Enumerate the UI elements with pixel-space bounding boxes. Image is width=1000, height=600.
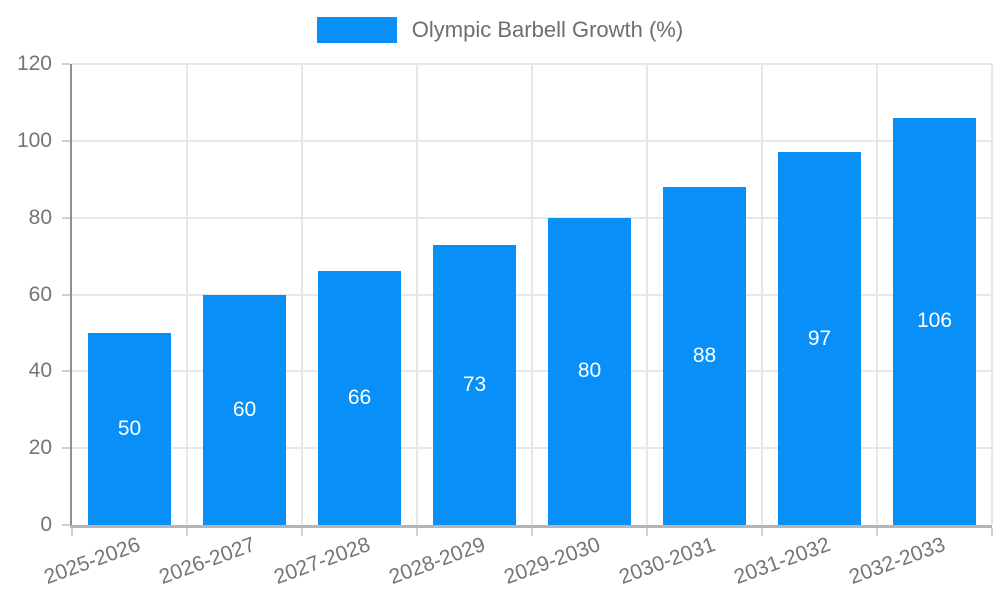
bar-value-label: 97	[807, 326, 832, 350]
gridline-vertical	[991, 64, 993, 525]
x-axis-tick	[531, 528, 533, 536]
y-axis-tick	[62, 139, 70, 142]
bar-2030-2031[interactable]: 88	[663, 186, 746, 525]
y-axis-line	[70, 64, 72, 525]
bar-2027-2028[interactable]: 66	[318, 271, 401, 525]
bar-value-label: 50	[117, 416, 142, 440]
y-axis-tick	[62, 216, 70, 219]
legend-label: Olympic Barbell Growth (%)	[411, 17, 684, 42]
x-axis-tick	[876, 528, 878, 536]
bar-2029-2030[interactable]: 80	[548, 217, 631, 525]
x-axis-line	[70, 525, 992, 528]
gridline-vertical	[531, 64, 533, 525]
x-tick-label: 2027-2028	[271, 533, 374, 589]
bar-value-label: 60	[232, 397, 257, 421]
legend-swatch	[316, 17, 397, 43]
y-tick-label: 60	[28, 282, 52, 306]
x-axis-tick	[991, 528, 993, 536]
x-tick-label: 2032-2033	[846, 533, 949, 589]
y-axis-tick	[62, 524, 70, 526]
x-tick-label: 2028-2029	[386, 533, 489, 589]
x-tick-label: 2031-2032	[731, 533, 834, 589]
y-tick-label: 100	[16, 128, 52, 152]
bar-2031-2032[interactable]: 97	[778, 152, 861, 525]
gridline-vertical	[646, 64, 648, 525]
bar-value-label: 80	[577, 359, 602, 383]
bar-2032-2033[interactable]: 106	[893, 117, 976, 525]
y-tick-label: 80	[28, 205, 52, 229]
x-tick-label: 2026-2027	[156, 533, 259, 589]
plot-area: 50 60 66 73 80 88 97 106	[62, 63, 993, 536]
bar-value-label: 106	[916, 309, 953, 333]
bar-value-label: 88	[692, 343, 717, 367]
x-axis-tick	[761, 528, 763, 536]
y-tick-label: 120	[16, 52, 52, 75]
y-tick-label: 40	[28, 359, 52, 383]
gridline-vertical	[186, 64, 188, 525]
y-axis-tick	[62, 293, 70, 296]
x-axis-tick	[301, 528, 303, 536]
bar-2025-2026[interactable]: 50	[88, 332, 171, 525]
x-axis-tick	[646, 528, 648, 536]
bar-value-label: 66	[347, 386, 372, 410]
x-axis-tick	[416, 528, 418, 536]
bar-2028-2029[interactable]: 73	[433, 244, 516, 525]
gridline-vertical	[761, 64, 763, 525]
bar-2026-2027[interactable]: 60	[203, 294, 286, 525]
x-tick-label: 2030-2031	[616, 533, 719, 589]
y-axis-labels: 0 20 40 60 80 100 120	[0, 52, 52, 536]
y-axis-tick	[62, 447, 70, 450]
gridline-vertical	[301, 64, 303, 525]
y-axis-tick	[62, 370, 70, 373]
bar-value-label: 73	[462, 372, 487, 396]
gridline-vertical	[876, 64, 878, 525]
x-axis-tick	[186, 528, 188, 536]
x-tick-label: 2025-2026	[41, 533, 144, 589]
y-tick-label: 20	[28, 436, 52, 460]
y-axis-tick	[62, 63, 70, 65]
x-tick-label: 2029-2030	[501, 533, 604, 589]
chart-legend[interactable]: Olympic Barbell Growth (%)	[0, 17, 1000, 43]
gridline-vertical	[416, 64, 418, 525]
y-tick-label: 0	[40, 513, 52, 536]
x-axis-tick	[71, 528, 73, 536]
x-axis-labels: 2025-2026 2026-2027 2027-2028 2028-2029 2029…	[41, 533, 992, 593]
